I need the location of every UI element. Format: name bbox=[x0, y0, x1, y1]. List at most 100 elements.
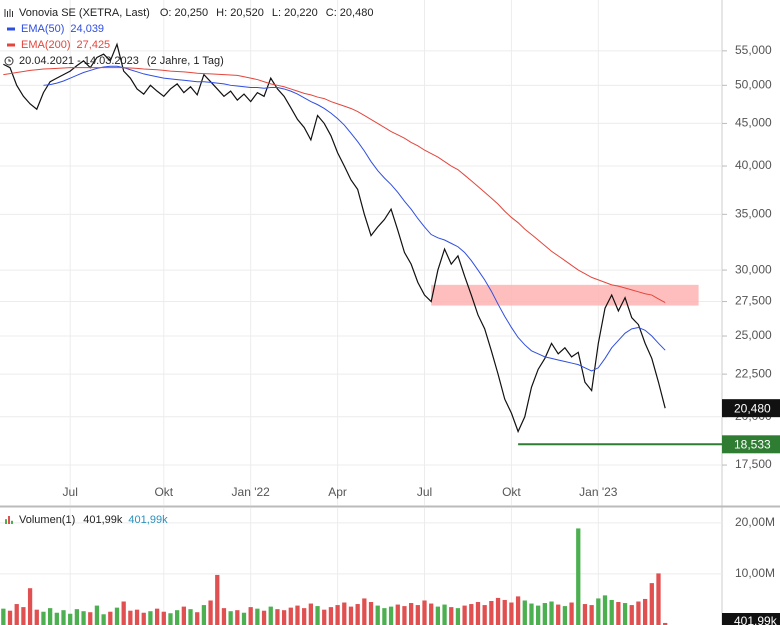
volume-bar bbox=[121, 601, 126, 625]
volume-bar bbox=[629, 605, 634, 625]
volume-bar bbox=[128, 610, 133, 625]
volume-bar bbox=[429, 603, 434, 625]
volume-bar bbox=[596, 598, 601, 625]
volume-bar bbox=[14, 604, 19, 625]
volume-bar bbox=[368, 602, 374, 625]
y-tick-label: 55,000 bbox=[735, 43, 772, 57]
volume-bar bbox=[88, 612, 93, 625]
volume-bar bbox=[355, 604, 360, 625]
volume-bar bbox=[642, 598, 648, 625]
y-tick-label: 30,000 bbox=[735, 262, 772, 276]
x-tick-label: Jul bbox=[417, 485, 432, 499]
volume-bar bbox=[395, 604, 400, 625]
volume-bar bbox=[328, 607, 334, 625]
volume-bar bbox=[161, 611, 166, 625]
volume-bar bbox=[188, 609, 193, 625]
y-tick-label: 17,500 bbox=[735, 457, 772, 471]
legend-name: EMA(50) bbox=[21, 23, 64, 35]
legend-name: EMA(200) bbox=[21, 39, 71, 51]
volume-bar bbox=[569, 602, 574, 625]
volume-bar bbox=[415, 605, 420, 625]
y-tick-label: 22,500 bbox=[735, 366, 772, 380]
volume-bar bbox=[94, 605, 100, 625]
volume-bar bbox=[495, 597, 501, 625]
volume-legend-name: Volumen(1) bbox=[19, 514, 75, 526]
volume-bar bbox=[27, 588, 33, 625]
volume-bar bbox=[382, 608, 387, 625]
volume-bar bbox=[622, 603, 628, 625]
last-price-box bbox=[722, 399, 780, 418]
volume-bar bbox=[435, 606, 441, 625]
icon bbox=[4, 56, 14, 66]
volume-bar bbox=[248, 607, 253, 625]
volume-bar bbox=[576, 528, 581, 625]
volume-bar bbox=[322, 609, 327, 625]
volume-bar bbox=[154, 608, 160, 625]
volume-bar bbox=[21, 607, 26, 625]
volume-bar bbox=[81, 611, 86, 625]
price-line bbox=[3, 42, 666, 434]
volume-bar bbox=[616, 602, 621, 625]
y-tick-label: 50,000 bbox=[735, 77, 772, 91]
volume-bar bbox=[542, 603, 547, 625]
y-tick-label: 20,00M bbox=[735, 515, 775, 529]
volume-bar bbox=[489, 600, 494, 625]
volume-bar bbox=[54, 612, 59, 625]
last-volume-box bbox=[722, 613, 780, 625]
volume-bar bbox=[302, 608, 307, 625]
volume-bar bbox=[335, 605, 340, 625]
x-tick-label: Apr bbox=[328, 485, 347, 499]
volume-bar bbox=[636, 601, 641, 625]
volume-bar bbox=[375, 605, 380, 625]
volume-bar bbox=[408, 603, 414, 625]
volume-bar bbox=[61, 610, 66, 625]
legend-swatch bbox=[7, 27, 15, 31]
volume-bar bbox=[288, 607, 293, 625]
legend-value: 27,425 bbox=[77, 39, 111, 51]
volume-bar bbox=[362, 598, 367, 625]
volume-bar bbox=[108, 611, 113, 625]
ema-line bbox=[3, 67, 666, 303]
volume-bar bbox=[589, 605, 594, 625]
volume-bar bbox=[529, 603, 534, 625]
volume-bar bbox=[255, 608, 260, 625]
volume-bar bbox=[7, 610, 13, 625]
volume-bar bbox=[261, 610, 267, 625]
period-note: (2 Jahre, 1 Tag) bbox=[147, 55, 224, 67]
y-tick-label: 40,000 bbox=[735, 158, 772, 172]
volume-bar bbox=[101, 614, 106, 625]
volume-bar bbox=[509, 602, 514, 625]
volume-bar bbox=[221, 608, 227, 625]
y-tick-label: 27,500 bbox=[735, 294, 772, 308]
volume-bar bbox=[315, 606, 320, 625]
ohlc-value: O: 20,250 bbox=[160, 7, 208, 19]
volume-bar bbox=[47, 608, 53, 625]
volume-bar bbox=[515, 596, 521, 625]
ohlc-value: H: 20,520 bbox=[216, 7, 264, 19]
volume-bar bbox=[275, 609, 280, 625]
volume-bar bbox=[74, 609, 80, 625]
y-tick-label: 35,000 bbox=[735, 206, 772, 220]
volume-bar bbox=[168, 613, 173, 625]
chart-title: Vonovia SE (XETRA, Last) bbox=[19, 7, 150, 19]
volume-bar bbox=[348, 606, 354, 625]
volume-bar bbox=[402, 606, 407, 625]
volume-bar bbox=[215, 574, 220, 625]
volume-bar bbox=[68, 613, 73, 625]
volume-bar bbox=[656, 573, 661, 625]
x-tick-label: Jan '22 bbox=[232, 485, 271, 499]
volume-bar bbox=[141, 612, 146, 625]
volume-bar bbox=[388, 606, 394, 625]
volume-bar bbox=[114, 607, 120, 625]
y-tick-label: 45,000 bbox=[735, 116, 772, 130]
legend-value: 24,039 bbox=[70, 23, 104, 35]
period: 20.04.2021 - 14.03.2023 bbox=[19, 55, 139, 67]
volume-bar bbox=[422, 600, 427, 625]
legend-swatch bbox=[7, 43, 15, 47]
volume-bar bbox=[602, 595, 608, 625]
last-price-label: 20,480 bbox=[734, 401, 771, 415]
y-tick-label: 10,00M bbox=[735, 566, 775, 580]
volume-bar bbox=[455, 608, 461, 625]
volume-bar bbox=[34, 609, 39, 625]
